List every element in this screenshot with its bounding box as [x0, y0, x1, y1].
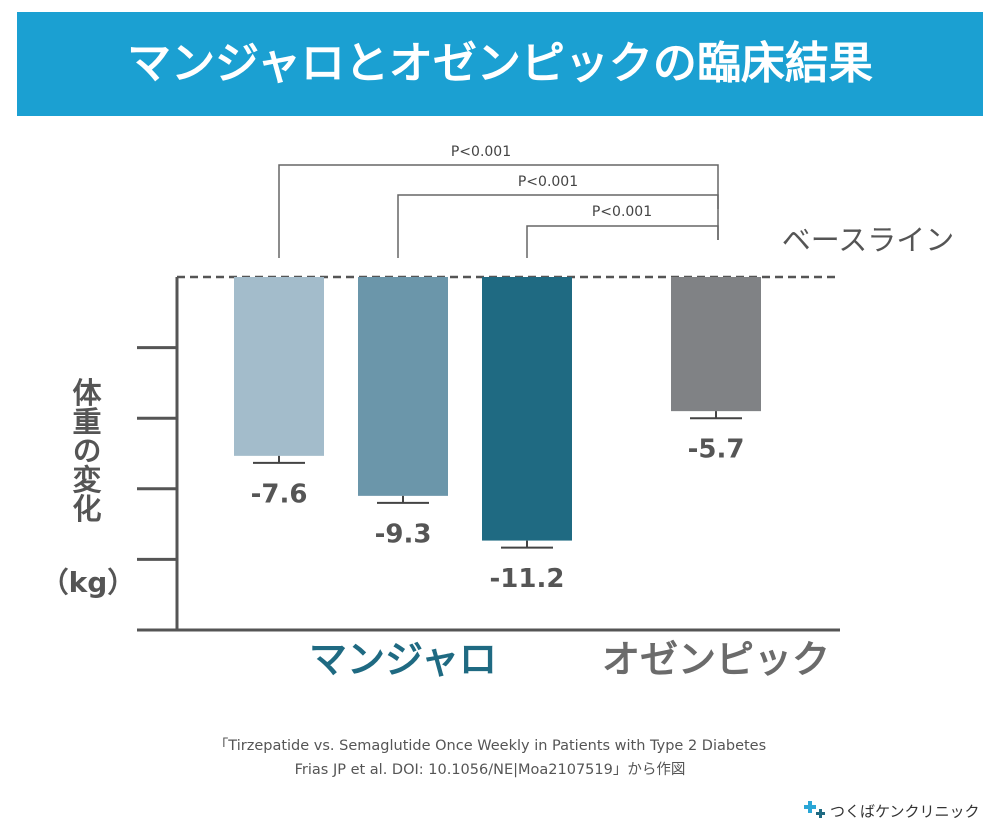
bar — [358, 277, 448, 496]
logo-icon — [804, 801, 825, 818]
y-axis-unit: （kg） — [41, 566, 136, 599]
significance-bracket — [278, 164, 719, 258]
value-label: -11.2 — [490, 564, 565, 594]
chart-title: マンジャロとオゼンピックの臨床結果 — [127, 38, 873, 89]
logo-text: つくばケンクリニック — [830, 803, 980, 821]
significance-label: P<0.001 — [451, 144, 511, 160]
bar — [671, 277, 761, 412]
significance-bracket — [526, 225, 719, 258]
group-label: オゼンピック — [602, 638, 830, 682]
significance-label: P<0.001 — [518, 174, 578, 190]
title-banner — [17, 12, 983, 116]
value-label: -9.3 — [375, 519, 432, 549]
bar — [234, 277, 324, 456]
error-bar — [690, 411, 742, 420]
group-label: マンジャロ — [309, 638, 497, 682]
significance-bracket — [397, 194, 719, 258]
significance-label: P<0.001 — [592, 204, 652, 220]
y-axis-label: 体重の変化 — [68, 377, 102, 522]
source-line: 「Tirzepatide vs. Semaglutide Once Weekly… — [214, 737, 766, 754]
source-line: Frias JP et al. DOI: 10.1056/NE|Moa21075… — [295, 761, 686, 778]
error-bar — [253, 455, 305, 464]
value-label: -7.6 — [251, 479, 308, 509]
bar — [482, 277, 572, 541]
baseline-label: ベースライン — [782, 223, 955, 257]
value-label: -5.7 — [688, 435, 745, 465]
error-bar — [501, 540, 553, 549]
error-bar — [377, 495, 429, 504]
